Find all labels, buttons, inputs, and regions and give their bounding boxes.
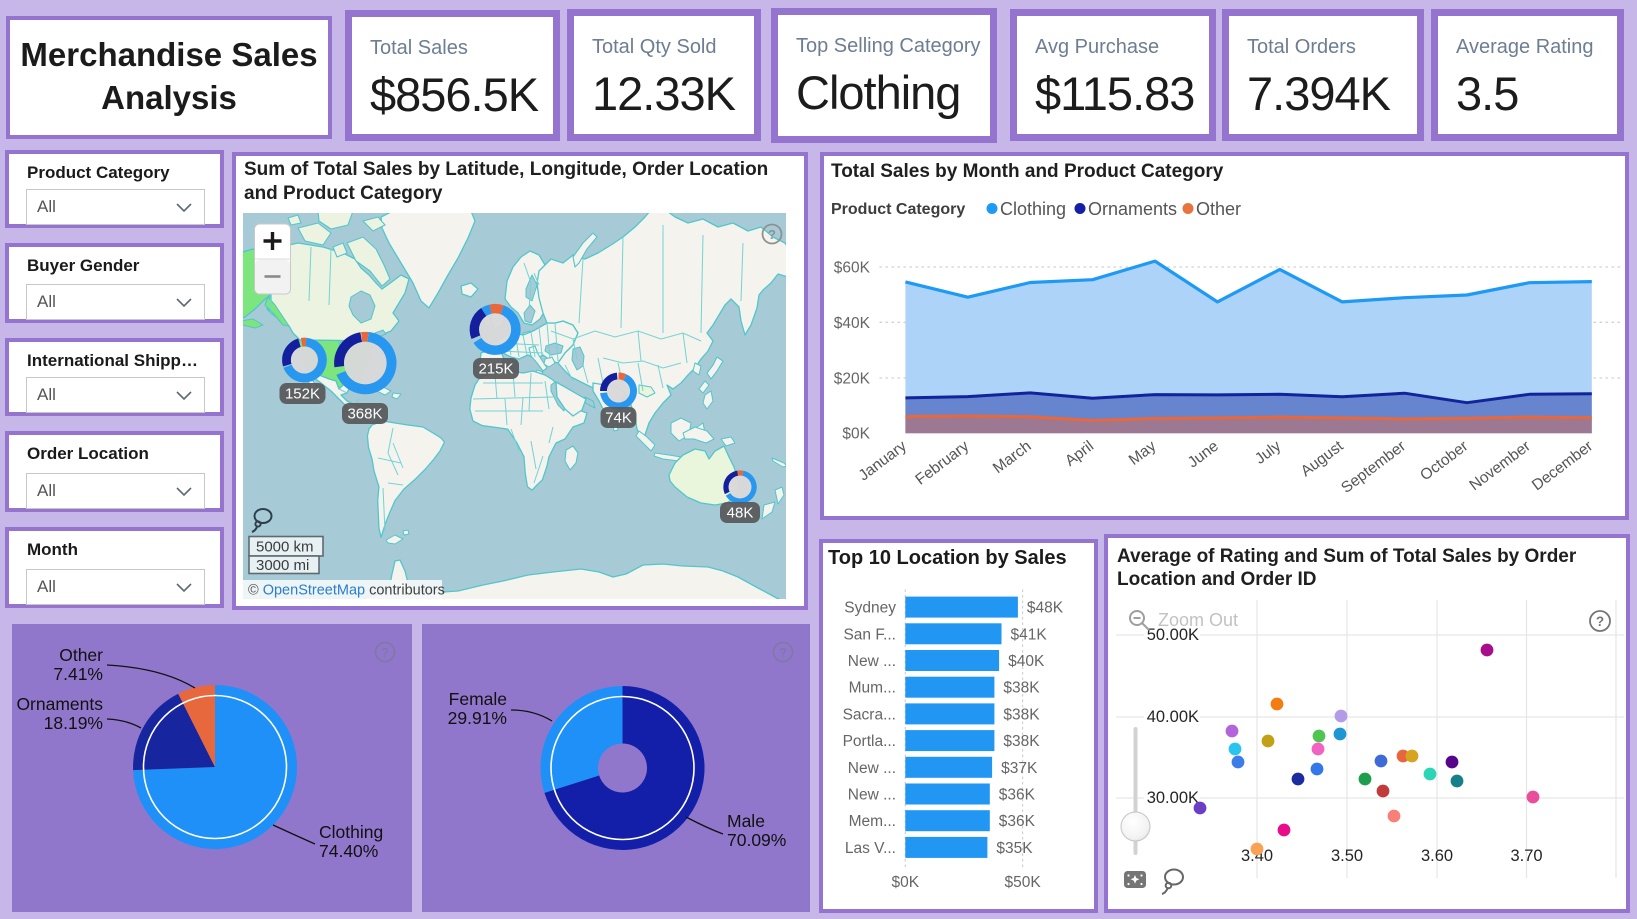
svg-text:$20K: $20K (834, 371, 871, 388)
svg-text:Las V...: Las V... (845, 840, 896, 857)
svg-text:$37K: $37K (1001, 760, 1038, 777)
svg-text:$38K: $38K (1003, 733, 1040, 750)
svg-text:Sum of Total Sales by Latitude: Sum of Total Sales by Latitude, Longitud… (244, 159, 768, 180)
svg-text:$35K: $35K (996, 840, 1033, 857)
svg-text:and Product Category: and Product Category (244, 183, 443, 204)
svg-text:Sydney: Sydney (844, 600, 896, 617)
svg-text:Location and Order ID: Location and Order ID (1117, 569, 1317, 590)
svg-text:July: July (1252, 437, 1284, 467)
svg-text:Mum...: Mum... (849, 680, 896, 697)
svg-text:5000 km: 5000 km (256, 539, 314, 556)
svg-text:$0K: $0K (892, 874, 920, 891)
svg-text:© OpenStreetMap contributors: © OpenStreetMap contributors (248, 583, 445, 599)
svg-text:$36K: $36K (999, 787, 1036, 804)
svg-text:74K: 74K (605, 410, 632, 427)
svg-text:June: June (1185, 438, 1222, 472)
svg-text:$38K: $38K (1003, 706, 1040, 723)
svg-text:March: March (990, 438, 1035, 478)
svg-text:Other: Other (59, 645, 103, 665)
svg-text:Zoom Out: Zoom Out (1158, 610, 1238, 630)
svg-text:Portla...: Portla... (843, 733, 896, 750)
svg-text:Clothing: Clothing (1000, 199, 1066, 219)
svg-text:29.91%: 29.91% (448, 708, 507, 728)
svg-text:Sacra...: Sacra... (843, 706, 896, 723)
svg-text:3.40: 3.40 (1241, 847, 1273, 865)
svg-text:152K: 152K (285, 386, 320, 403)
svg-text:215K: 215K (478, 361, 513, 378)
svg-text:?: ? (768, 227, 776, 242)
svg-text:December: December (1529, 438, 1596, 495)
svg-text:70.09%: 70.09% (727, 830, 786, 850)
svg-text:Other: Other (1196, 199, 1241, 219)
svg-text:September: September (1338, 438, 1409, 497)
svg-text:$40K: $40K (1008, 653, 1045, 670)
svg-text:?: ? (779, 645, 787, 660)
svg-text:Male: Male (727, 811, 765, 831)
svg-text:May: May (1126, 437, 1160, 468)
svg-text:3.50: 3.50 (1331, 847, 1363, 865)
svg-text:3000 mi: 3000 mi (256, 557, 309, 574)
svg-text:February: February (912, 437, 972, 488)
svg-text:Ornaments: Ornaments (1088, 199, 1177, 219)
svg-text:San F...: San F... (843, 626, 896, 643)
svg-text:$41K: $41K (1011, 626, 1048, 643)
svg-text:New ...: New ... (848, 760, 896, 777)
svg-text:Average of Rating and Sum of T: Average of Rating and Sum of Total Sales… (1117, 546, 1577, 567)
svg-text:Total Sales by Month and Produ: Total Sales by Month and Product Categor… (831, 161, 1224, 182)
svg-text:$50K: $50K (1004, 874, 1041, 891)
svg-text:October: October (1417, 438, 1471, 485)
svg-text:Female: Female (449, 689, 507, 709)
svg-text:40.00K: 40.00K (1147, 708, 1199, 726)
svg-text:74.40%: 74.40% (319, 841, 378, 861)
svg-text:?: ? (381, 645, 389, 660)
svg-text:48K: 48K (727, 505, 754, 522)
svg-text:Ornaments: Ornaments (16, 694, 103, 714)
svg-text:New ...: New ... (848, 653, 896, 670)
svg-text:Product Category: Product Category (831, 201, 965, 218)
svg-text:January: January (856, 437, 910, 484)
svg-text:$36K: $36K (999, 813, 1036, 830)
svg-text:$48K: $48K (1027, 600, 1064, 617)
svg-text:18.19%: 18.19% (44, 713, 103, 733)
svg-text:7.41%: 7.41% (53, 664, 103, 684)
svg-text:?: ? (1596, 614, 1604, 629)
svg-text:368K: 368K (347, 406, 382, 423)
svg-text:$60K: $60K (834, 260, 871, 277)
svg-text:November: November (1466, 438, 1533, 495)
svg-text:3.70: 3.70 (1510, 847, 1542, 865)
svg-text:$40K: $40K (834, 315, 871, 332)
svg-text:30.00K: 30.00K (1147, 789, 1199, 807)
svg-text:$0K: $0K (842, 426, 870, 443)
svg-text:Clothing: Clothing (319, 822, 383, 842)
svg-text:3.60: 3.60 (1421, 847, 1453, 865)
svg-text:50.00K: 50.00K (1147, 626, 1199, 644)
svg-text:New ...: New ... (848, 787, 896, 804)
svg-text:August: August (1298, 437, 1347, 480)
svg-text:Mem...: Mem... (849, 813, 896, 830)
svg-text:$38K: $38K (1003, 680, 1040, 697)
svg-text:April: April (1062, 438, 1097, 470)
svg-text:Top 10 Location by Sales: Top 10 Location by Sales (828, 547, 1067, 569)
